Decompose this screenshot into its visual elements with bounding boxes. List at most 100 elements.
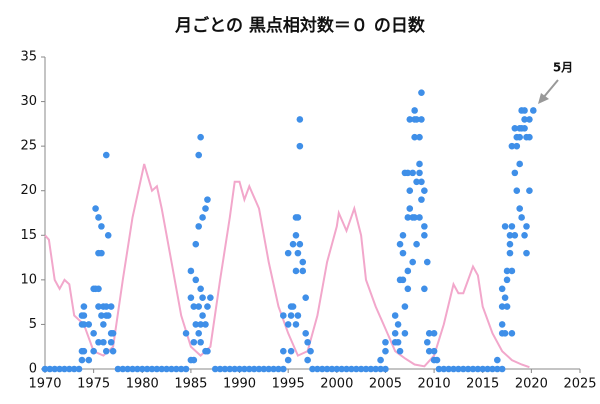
dot: [129, 365, 136, 373]
dot: [411, 214, 418, 221]
dot: [399, 231, 407, 239]
dot: [275, 365, 282, 373]
dot: [98, 249, 105, 257]
dot: [404, 267, 412, 275]
dot: [530, 107, 537, 114]
dot: [404, 214, 412, 221]
dot: [503, 276, 511, 284]
dot: [190, 356, 198, 364]
dot: [521, 125, 528, 132]
dot: [508, 142, 516, 150]
dot: [195, 303, 202, 310]
y-tick-label: 30: [20, 94, 37, 109]
annotation-arrow: [542, 79, 559, 99]
dot: [173, 365, 180, 373]
dot: [90, 330, 97, 337]
dot: [518, 214, 525, 221]
dot: [70, 365, 78, 373]
dot: [489, 365, 496, 373]
dot: [418, 89, 425, 96]
x-tick-label: 2005: [369, 377, 402, 392]
dot: [503, 303, 511, 310]
dot: [333, 365, 341, 373]
dot: [168, 365, 175, 373]
dot: [75, 365, 83, 373]
y-tick-label: 25: [20, 139, 37, 154]
dot: [280, 347, 287, 355]
dot: [255, 365, 263, 373]
x-tick-label: 1975: [77, 377, 110, 392]
dot: [459, 365, 467, 373]
dot: [195, 151, 202, 159]
dot: [182, 365, 190, 373]
dot: [404, 169, 412, 177]
x-tick-label: 2010: [418, 377, 451, 392]
dot: [508, 267, 516, 275]
dot: [226, 365, 234, 373]
dot: [78, 356, 86, 364]
dot: [394, 321, 402, 328]
dot: [382, 365, 389, 373]
dot: [498, 303, 506, 310]
dot: [406, 205, 414, 212]
dot: [287, 312, 295, 319]
dot: [197, 285, 204, 293]
dot: [187, 294, 195, 301]
dot: [192, 276, 200, 284]
dot: [511, 169, 519, 177]
dot: [418, 178, 425, 186]
dot: [95, 214, 102, 221]
dot: [296, 116, 304, 123]
dot: [396, 240, 404, 248]
dot: [503, 267, 511, 275]
dot: [433, 356, 441, 364]
dot: [92, 205, 99, 212]
dot: [197, 321, 204, 328]
dot: [299, 258, 307, 266]
dot: [440, 365, 448, 373]
dot: [418, 196, 425, 203]
dot: [41, 365, 49, 373]
dot: [521, 116, 528, 123]
dot: [66, 365, 73, 373]
dot: [46, 365, 54, 373]
dot: [80, 347, 88, 355]
dot: [521, 231, 528, 239]
dot: [498, 285, 506, 293]
dot: [394, 338, 402, 346]
y-tick-label: 0: [29, 362, 37, 377]
dot: [352, 365, 360, 373]
dot: [109, 347, 117, 355]
dot: [119, 365, 127, 373]
dot: [423, 258, 431, 266]
dot: [404, 285, 412, 293]
dot: [85, 356, 93, 364]
dot: [51, 365, 59, 373]
dot: [445, 365, 452, 373]
dot: [382, 338, 389, 346]
dot: [270, 365, 277, 373]
dot: [216, 365, 224, 373]
dot: [309, 365, 316, 373]
dot: [328, 365, 336, 373]
dot: [280, 365, 287, 373]
dot: [455, 365, 462, 373]
dot: [289, 240, 297, 248]
dot: [202, 205, 209, 212]
dot: [100, 338, 107, 346]
dot: [406, 116, 414, 123]
dot: [413, 178, 420, 186]
dot: [98, 312, 105, 319]
dot: [418, 116, 425, 123]
dot: [231, 365, 238, 373]
dot: [199, 214, 206, 221]
dot: [107, 338, 115, 346]
dot: [241, 365, 248, 373]
dot: [516, 160, 523, 168]
dot: [148, 365, 156, 373]
dot: [114, 365, 122, 373]
dot: [523, 249, 530, 257]
dot: [323, 365, 331, 373]
